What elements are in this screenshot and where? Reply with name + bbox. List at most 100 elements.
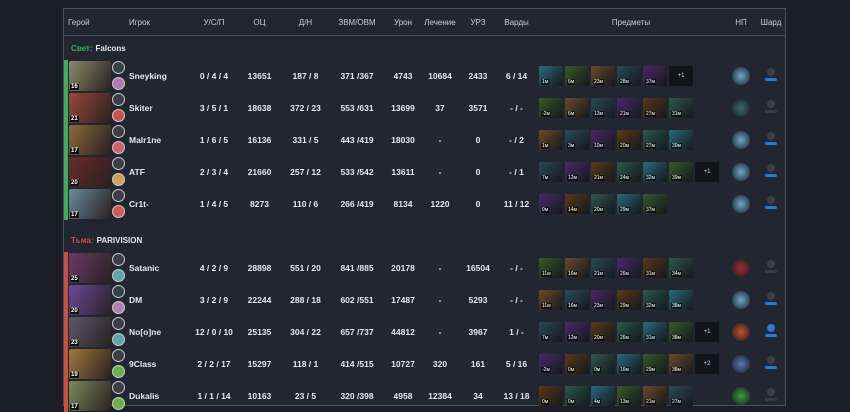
player-name[interactable]: No[o]ne	[129, 327, 162, 337]
aghanim-icon[interactable]	[732, 131, 750, 149]
hero-cell[interactable]: 17	[64, 380, 129, 412]
player-name[interactable]: Cr1t-	[129, 199, 149, 209]
item-icon[interactable]: 4м	[591, 386, 615, 406]
aghanim-icon[interactable]	[732, 195, 750, 213]
player-row[interactable]: 21 Skiter 3 / 5 / 1 18638 372 / 23 553 /…	[64, 92, 785, 124]
item-icon[interactable]: 26м	[617, 322, 641, 342]
item-icon[interactable]: 34м	[669, 258, 693, 278]
item-icon[interactable]: 1м	[539, 130, 563, 150]
item-icon[interactable]: 37м	[643, 66, 667, 86]
item-icon[interactable]: 16м	[565, 258, 589, 278]
player-row[interactable]: 17 Malr1ne 1 / 6 / 5 16136 331 / 5 443 /…	[64, 124, 785, 156]
hero-cell[interactable]: 17	[64, 188, 129, 220]
item-icon[interactable]: 20м	[591, 322, 615, 342]
item-icon[interactable]: 31м	[643, 258, 667, 278]
item-icon[interactable]: 7м	[539, 162, 563, 182]
item-icon[interactable]: 7м	[539, 322, 563, 342]
neutral-orb-icon[interactable]	[732, 355, 750, 373]
neutral-orb-icon[interactable]	[732, 387, 750, 405]
item-icon[interactable]: 31м	[643, 322, 667, 342]
item-icon[interactable]: 11м	[539, 290, 563, 310]
shard-icon[interactable]	[764, 292, 778, 308]
item-icon[interactable]: 14м	[565, 194, 589, 214]
item-icon[interactable]: 0м	[565, 354, 589, 374]
shard-icon[interactable]	[764, 324, 778, 340]
player-row[interactable]: 16 Sneyking 0 / 4 / 4 13651 187 / 8 371 …	[64, 60, 785, 92]
player-row[interactable]: 20 ATF 2 / 3 / 4 21660 257 / 12 533 /542…	[64, 156, 785, 188]
item-icon[interactable]: 21м	[643, 386, 667, 406]
item-icon[interactable]: 27м	[643, 130, 667, 150]
aghanim-icon[interactable]	[732, 163, 750, 181]
shard-icon[interactable]	[764, 100, 778, 116]
item-icon[interactable]: 12м	[565, 322, 589, 342]
hero-cell[interactable]: 21	[64, 92, 129, 124]
shard-icon[interactable]	[764, 388, 778, 404]
item-icon[interactable]: 38м	[669, 354, 693, 374]
item-icon[interactable]: 21м	[617, 98, 641, 118]
item-icon[interactable]: 29м	[643, 354, 667, 374]
shard-icon[interactable]	[764, 68, 778, 84]
item-icon[interactable]: 28м	[617, 66, 641, 86]
item-icon[interactable]: 9м	[539, 194, 563, 214]
item-icon[interactable]: 3м	[565, 130, 589, 150]
player-name[interactable]: Satanic	[129, 263, 160, 273]
item-icon[interactable]: 13м	[617, 386, 641, 406]
player-row[interactable]: 23 No[o]ne 12 / 0 / 10 25135 304 / 22 65…	[64, 316, 785, 348]
item-icon[interactable]: 26м	[617, 258, 641, 278]
player-row[interactable]: 19 9Class 2 / 2 / 17 15297 118 / 1 414 /…	[64, 348, 785, 380]
player-name[interactable]: Malr1ne	[129, 135, 162, 145]
item-icon[interactable]: 31м	[669, 98, 693, 118]
item-icon[interactable]: 12м	[565, 162, 589, 182]
item-icon[interactable]: 23м	[591, 290, 615, 310]
neutral-orb-icon[interactable]	[732, 259, 750, 277]
hero-cell[interactable]: 20	[64, 156, 129, 188]
item-icon[interactable]: 16м	[565, 290, 589, 310]
hero-cell[interactable]: 17	[64, 124, 129, 156]
extra-items[interactable]: +1	[695, 162, 719, 182]
hero-cell[interactable]: 23	[64, 316, 129, 348]
shard-icon[interactable]	[764, 260, 778, 276]
item-icon[interactable]: 11м	[539, 258, 563, 278]
item-icon[interactable]: 27м	[643, 98, 667, 118]
item-icon[interactable]: 29м	[617, 194, 641, 214]
item-icon[interactable]: 16м	[617, 354, 641, 374]
player-name[interactable]: Dukalis	[129, 391, 160, 401]
shard-icon[interactable]	[764, 356, 778, 372]
extra-items[interactable]: +1	[669, 66, 693, 86]
item-icon[interactable]: 21м	[591, 162, 615, 182]
hero-cell[interactable]: 20	[64, 284, 129, 316]
item-icon[interactable]: 23м	[591, 66, 615, 86]
aghanim-icon[interactable]	[732, 67, 750, 85]
item-icon[interactable]: 13м	[591, 98, 615, 118]
item-icon[interactable]: 37м	[643, 194, 667, 214]
hero-cell[interactable]: 25	[64, 252, 129, 284]
item-icon[interactable]: 10м	[591, 130, 615, 150]
item-icon[interactable]: 38м	[669, 290, 693, 310]
player-row[interactable]: 17 Dukalis 1 / 1 / 14 10163 23 / 5 320 /…	[64, 380, 785, 412]
item-icon[interactable]: 1м	[539, 66, 563, 86]
item-icon[interactable]: 21м	[591, 258, 615, 278]
item-icon[interactable]: 39м	[669, 162, 693, 182]
shard-icon[interactable]	[764, 196, 778, 212]
extra-items[interactable]: +2	[695, 354, 719, 374]
item-icon[interactable]: 20м	[591, 194, 615, 214]
aghanim-icon[interactable]	[732, 291, 750, 309]
neutral-orb-icon[interactable]	[732, 99, 750, 117]
hero-cell[interactable]: 19	[64, 348, 129, 380]
item-icon[interactable]: 6м	[565, 98, 589, 118]
item-icon[interactable]: -2м	[539, 354, 563, 374]
item-icon[interactable]: 32м	[643, 162, 667, 182]
item-icon[interactable]: 38м	[669, 322, 693, 342]
item-icon[interactable]: 6м	[565, 66, 589, 86]
player-name[interactable]: ATF	[129, 167, 145, 177]
player-row[interactable]: 20 DM 3 / 2 / 9 22244 288 / 18 602 /551 …	[64, 284, 785, 316]
player-row[interactable]: 25 Satanic 4 / 2 / 9 28898 551 / 20 841 …	[64, 252, 785, 284]
item-icon[interactable]: 0м	[565, 386, 589, 406]
item-icon[interactable]: 0м	[591, 354, 615, 374]
shard-icon[interactable]	[764, 164, 778, 180]
item-icon[interactable]: 20м	[617, 130, 641, 150]
player-name[interactable]: Sneyking	[129, 71, 167, 81]
item-icon[interactable]: 29м	[617, 290, 641, 310]
extra-items[interactable]: +1	[695, 322, 719, 342]
player-name[interactable]: 9Class	[129, 359, 157, 369]
